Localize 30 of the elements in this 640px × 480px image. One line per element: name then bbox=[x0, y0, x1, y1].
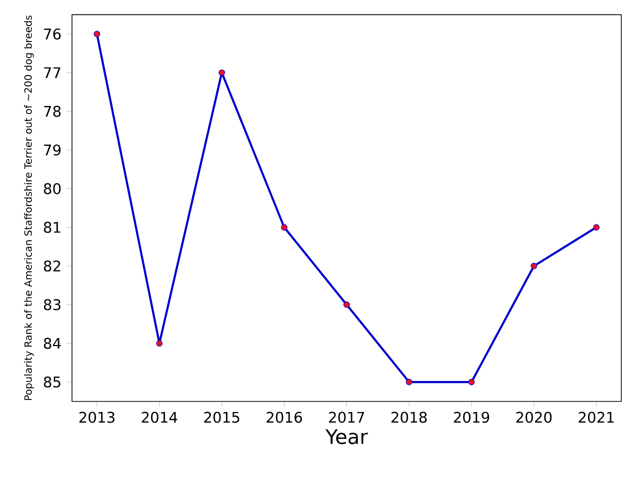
x-tick-label: 2019 bbox=[454, 412, 490, 423]
x-tick-label: 2013 bbox=[79, 412, 114, 423]
y-tick-label: 78 bbox=[44, 106, 61, 117]
point bbox=[530, 262, 538, 270]
x-tick-label: 2017 bbox=[329, 412, 364, 423]
y-tick-label: 84 bbox=[44, 338, 61, 349]
point bbox=[406, 378, 412, 386]
y-tick-label: 76 bbox=[44, 28, 61, 40]
x-axis-title: Year bbox=[325, 429, 368, 444]
point bbox=[468, 378, 475, 386]
y-tick-label: 83 bbox=[44, 299, 60, 310]
x-tick-label: 2015 bbox=[204, 412, 240, 423]
x-tick-label: 2020 bbox=[516, 412, 552, 423]
x-tick-label: 2018 bbox=[391, 412, 427, 423]
x-tick-label: 2014 bbox=[142, 412, 178, 423]
y-axis-title: Popularity Rank of the American Staffordshire Terrier out of ~200 dog breeds bbox=[24, 16, 34, 400]
point bbox=[281, 224, 288, 231]
point bbox=[593, 224, 600, 231]
x-tick-label: 2016 bbox=[266, 412, 302, 423]
x-tick-label: 2021 bbox=[578, 412, 614, 423]
y-tick-label: 85 bbox=[44, 376, 60, 388]
point bbox=[343, 301, 350, 308]
point bbox=[218, 69, 226, 76]
point bbox=[156, 340, 163, 347]
y-tick-label: 82 bbox=[44, 260, 60, 272]
y-tick-label: 80 bbox=[44, 183, 61, 194]
y-tick-label: 79 bbox=[44, 144, 61, 156]
point bbox=[94, 30, 100, 38]
y-tick-label: 81 bbox=[44, 222, 60, 233]
y-tick-label: 77 bbox=[44, 67, 60, 78]
